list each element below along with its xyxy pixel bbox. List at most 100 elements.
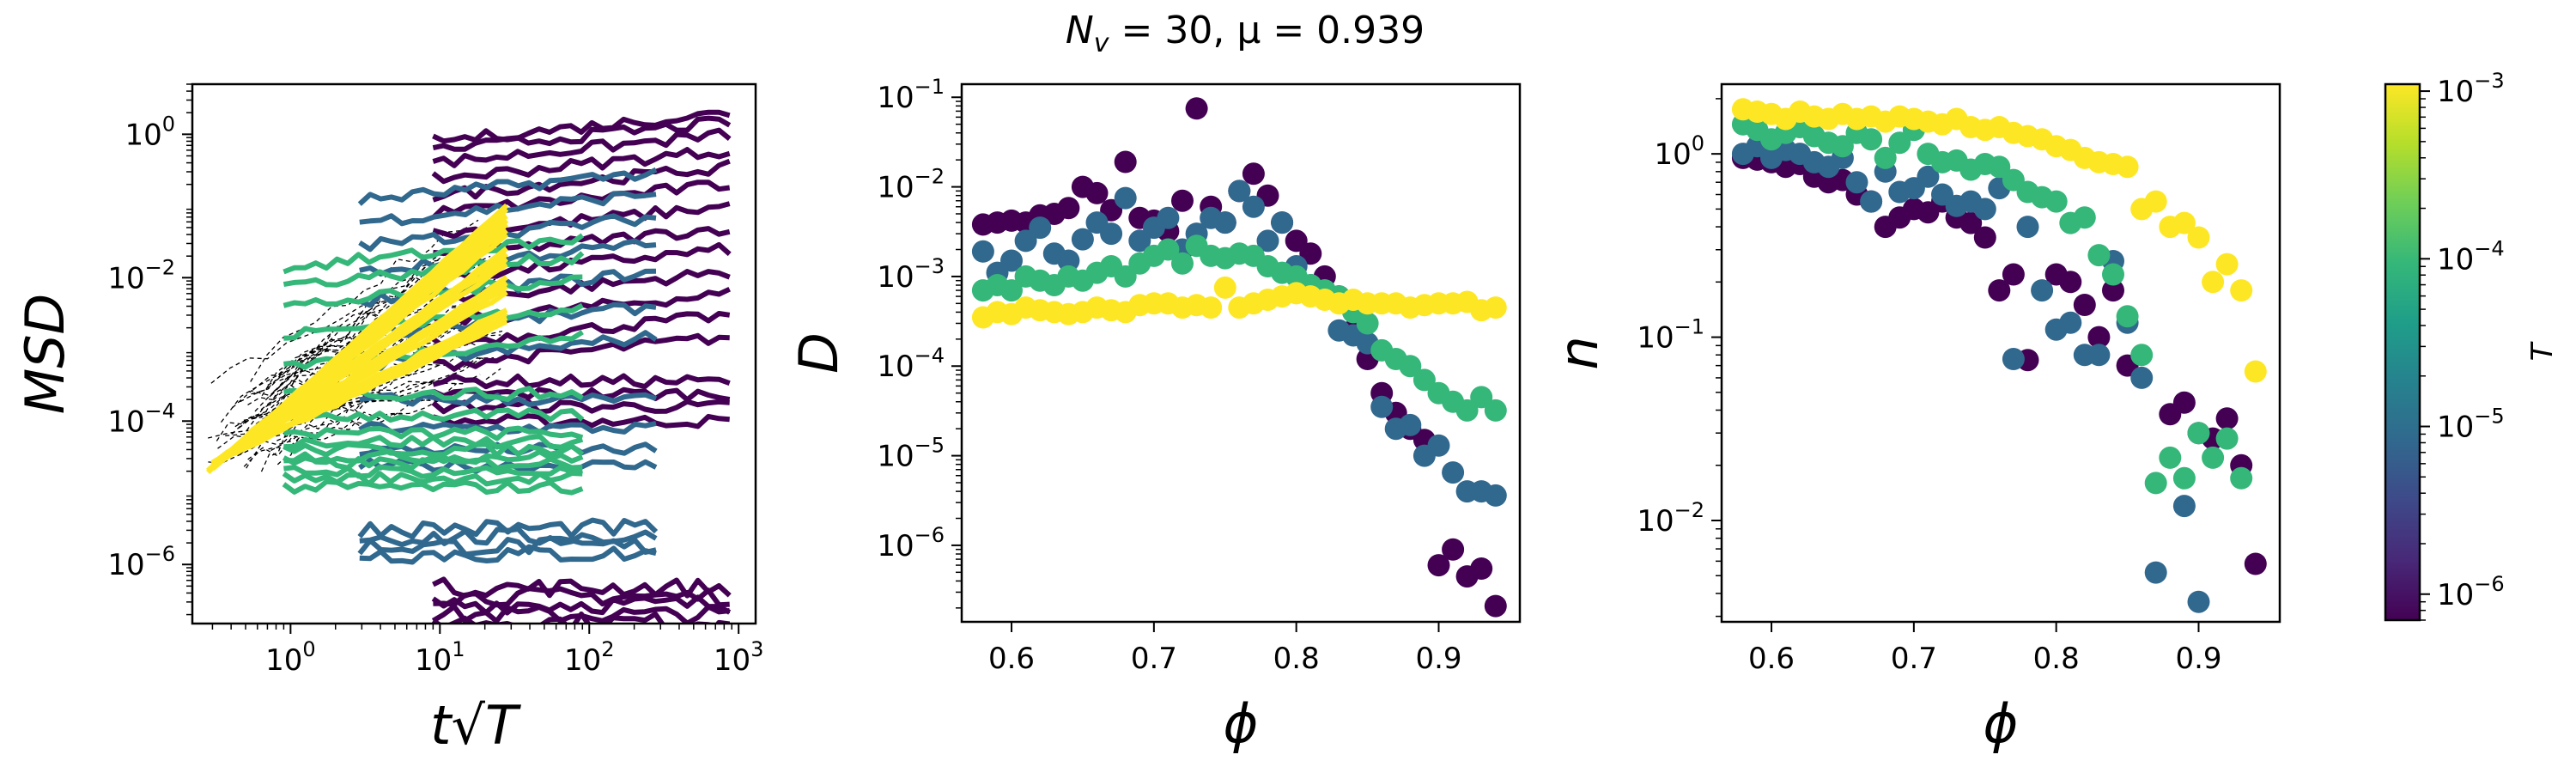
data-point [1213, 276, 1236, 299]
exponent-panel: 0.6 0.7 0.8 0.9 10−2 10−1 100 ϕ n [1547, 82, 2281, 755]
y-tick-label: 100 [125, 112, 175, 152]
data-point [1299, 242, 1322, 265]
data-point [2144, 190, 2167, 213]
data-point [1484, 484, 1507, 507]
data-point [1128, 229, 1151, 253]
fit-curve [220, 275, 501, 423]
data-point [2244, 360, 2267, 383]
data-point [2087, 244, 2111, 267]
data-point [2016, 216, 2039, 239]
colorbar-tick-label: 10−3 [2437, 69, 2505, 109]
data-point [1442, 461, 1465, 484]
y-tick-label: 10−6 [877, 523, 945, 563]
msd-curve [282, 471, 583, 487]
data-point [1988, 279, 2011, 302]
msd-curve [210, 246, 508, 466]
y-tick-label: 10−1 [877, 75, 945, 115]
series-T-1e-3 [1731, 98, 2267, 383]
msd-curve [431, 594, 732, 616]
series-T-1e-5 [971, 180, 1507, 507]
msd-curve [283, 407, 585, 423]
data-point [1242, 162, 1265, 186]
msd-curve [283, 454, 583, 471]
msd-curves [206, 109, 732, 624]
data-point [1845, 171, 1868, 194]
data-point [2230, 279, 2253, 302]
fit-curve [270, 288, 486, 409]
data-point [1470, 557, 1493, 580]
y-axis-label: MSD [14, 294, 76, 415]
data-point [1014, 229, 1037, 253]
data-point [1917, 165, 1940, 188]
y-axis-label: D [787, 332, 850, 374]
msd-group-T-1e-4 [282, 233, 585, 496]
data-point [2215, 253, 2239, 276]
data-point [2102, 279, 2124, 302]
msd-curve [206, 203, 509, 472]
data-point [1399, 355, 1422, 378]
data-point [1171, 189, 1194, 212]
msd-curve [432, 373, 731, 390]
data-point [1470, 386, 1493, 409]
data-point [1959, 211, 1983, 234]
series-T-1e-3 [971, 276, 1507, 329]
msd-curve [359, 392, 657, 407]
data-point [2059, 311, 2082, 334]
data-point [1271, 211, 1294, 234]
data-point [1213, 211, 1236, 234]
data-point [1413, 368, 1436, 392]
fit-curve [278, 242, 473, 406]
data-point [1200, 296, 1223, 320]
data-point [1000, 279, 1023, 302]
data-point [2202, 271, 2225, 294]
data-point [1185, 97, 1208, 120]
data-point [2244, 552, 2267, 575]
temperature-colorbar: 10−6 10−5 10−4 10−3 T [2384, 69, 2560, 622]
y-tick-label: 10−2 [107, 255, 175, 295]
data-point [2073, 206, 2096, 229]
msd-curve [283, 425, 584, 441]
data-point [1356, 312, 1379, 335]
msd-curve [222, 307, 508, 460]
msd-curve [431, 604, 731, 624]
data-point [1085, 181, 1109, 204]
data-point [2116, 305, 2139, 328]
x-tick-label: 0.9 [1415, 642, 1461, 676]
fit-curve [240, 296, 433, 403]
data-point [1114, 150, 1137, 173]
series-T-1e-4 [1731, 113, 2253, 495]
data-point [971, 240, 994, 263]
msd-panel: 100 101 102 103 10−6 10−4 10−2 100 t√T MSD [14, 82, 763, 757]
data-point [2159, 446, 2182, 469]
data-point [1285, 229, 1308, 253]
x-tick-label: 0.7 [1131, 642, 1177, 676]
data-point [1157, 238, 1180, 261]
y-tick-label: 10−5 [877, 434, 945, 474]
data-point [2087, 326, 2111, 349]
diffusion-panel: 0.6 0.7 0.8 0.9 10−6 10−5 10−4 10−3 10−2 10−1 ϕ D [787, 75, 1522, 755]
fit-curve [230, 351, 481, 458]
data-point [2002, 348, 2025, 370]
msd-curve [432, 115, 732, 152]
data-point [1484, 296, 1507, 320]
data-point [1484, 594, 1507, 618]
plot-frame [1720, 82, 2281, 624]
x-tick-label: 0.9 [2175, 642, 2221, 676]
data-point [2187, 226, 2210, 249]
data-point [2002, 263, 2025, 286]
fit-curve [208, 412, 402, 464]
y-tick-label: 100 [1654, 131, 1704, 172]
y-tick-label: 10−6 [107, 542, 175, 582]
colorbar-tick-label: 10−4 [2437, 236, 2505, 277]
data-point [2172, 495, 2196, 518]
x-tick-label: 0.8 [2033, 642, 2080, 676]
data-point [1114, 186, 1137, 210]
msd-curve [431, 147, 731, 185]
data-point [2144, 472, 2167, 495]
fit-curve [246, 357, 500, 469]
data-point [1242, 195, 1265, 218]
data-point [2172, 211, 2196, 234]
scatter-points [971, 97, 1507, 618]
x-axis-label: ϕ [1984, 692, 2019, 755]
